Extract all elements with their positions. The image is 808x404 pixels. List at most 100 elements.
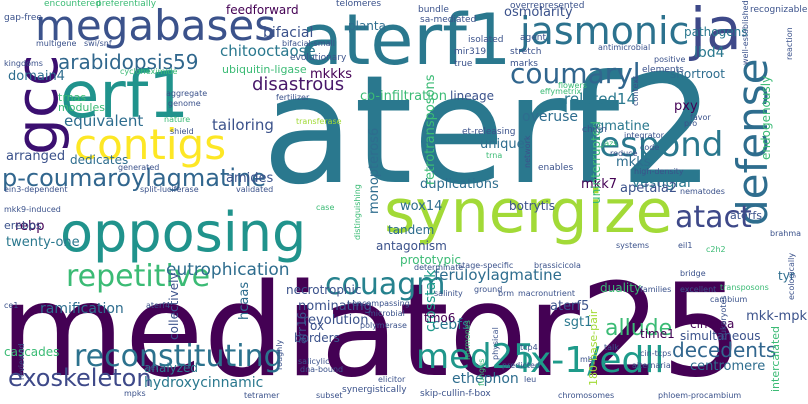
word-planta: planta <box>348 19 386 33</box>
word-et-releasing: et-releasing <box>462 127 516 137</box>
word-bifacial: bifacial <box>263 25 314 41</box>
word-agent: agent <box>520 33 546 43</box>
word-split-luciferase: split-luciferase <box>140 185 199 194</box>
word-nominating: nominating <box>298 299 372 314</box>
word-coumaryl: coumaryl <box>510 57 641 90</box>
word-synergize: synergize <box>384 177 673 247</box>
word-monopteros6: monopteros6 <box>367 127 382 214</box>
word-mkks: mkks <box>616 155 651 170</box>
word-intercalated: intercalated <box>769 325 782 392</box>
word-chromosomes: chromosomes <box>558 391 615 400</box>
word-synergistically: synergistically <box>342 385 407 395</box>
word-aterf5: aterf5 <box>550 299 590 314</box>
word-twenty-one: twenty-one <box>6 235 80 250</box>
word-allude: allude <box>605 316 673 341</box>
word-phloem-procambium: phloem-procambium <box>658 391 742 400</box>
word-wox14: wox14 <box>400 199 443 214</box>
word-cebfs: cebfs <box>432 317 470 333</box>
word-antimicrobial: antimicrobial <box>598 43 651 52</box>
word-polymerase: polymerase <box>360 321 407 330</box>
word-feedforward: feedforward <box>226 3 299 17</box>
word-osmolarity: osmolarity <box>504 5 573 20</box>
word-network: network <box>523 135 532 169</box>
word-ce1: ce1 <box>4 301 19 310</box>
word-tyr: tyr <box>778 269 795 283</box>
word-eil1: eil1 <box>678 241 693 250</box>
word-dna-bound: dna-bound <box>300 365 344 374</box>
word-distinguishing: distinguishing <box>353 184 362 240</box>
word-nature: nature <box>164 115 191 124</box>
word-megabases: megabases <box>35 1 277 50</box>
word-elicitor: elicitor <box>378 375 406 384</box>
word-context: context <box>631 75 640 106</box>
word-apetala2: apetala2 <box>620 181 678 196</box>
word-180-base-pair: 180-base-pair <box>587 309 600 386</box>
word-mir319: mir319 <box>454 47 487 57</box>
word-ubiquitin-ligase: ubiquitin-ligase <box>222 63 307 76</box>
word-roughly: roughly <box>275 339 284 370</box>
word-flowers: flowers <box>558 81 587 90</box>
word-encompassing: encompassing <box>352 299 410 308</box>
word-overrepresented: overrepresented <box>510 1 585 11</box>
word-salinity: salinity <box>434 289 463 298</box>
word-tetramer: tetramer <box>244 391 280 400</box>
word-lbd4: lbd4 <box>694 45 725 61</box>
word-high-density: high-density <box>634 167 684 176</box>
word-equivalent: equivalent <box>64 112 144 130</box>
word-sgt1: sgt1 <box>564 315 593 330</box>
word-mkk-mpk: mkk-mpk <box>746 309 807 324</box>
word-effymetrix: effymetrix <box>540 87 582 96</box>
word-jasmonic: jasmonic <box>520 9 690 53</box>
word-elements: elements <box>642 65 684 75</box>
word-ein3-dependent: ein3-dependent <box>4 185 68 194</box>
word-related14: related14 <box>564 90 637 108</box>
word-preferentially: preferentially <box>96 0 157 9</box>
word-integrator: integrator <box>624 131 664 140</box>
word-modules: modules <box>58 101 105 114</box>
word-p-coumaroylagmatine: p-coumaroylagmatine <box>2 164 267 192</box>
word-decedents: decedents <box>672 338 777 362</box>
word-med25: med25 <box>416 337 535 377</box>
word-reaction: reaction <box>785 27 794 60</box>
word-simultaneous: simultaneous <box>680 329 761 343</box>
word-analyzed: analyzed <box>144 361 199 375</box>
word-encountered: encountered <box>44 0 101 9</box>
word-endogenously: endogenously <box>759 75 773 160</box>
word-aggregate: aggregate <box>166 89 208 98</box>
word-shield: shield <box>170 127 194 136</box>
word-fungus: fungus <box>477 358 486 386</box>
word-cascades: cascades <box>4 345 60 359</box>
word-salicylic: salicylic <box>298 357 330 366</box>
word-brassicicola: brassicicola <box>534 261 581 270</box>
word-telomeres: telomeres <box>336 0 382 9</box>
word-domain4: domain4 <box>8 69 65 84</box>
word-borders: borders <box>294 331 340 345</box>
word-ramification: ramification <box>40 301 124 317</box>
word-hydroxycinnamic: hydroxycinnamic <box>144 375 264 391</box>
word-lineage: lineage <box>450 89 495 103</box>
word-cinerea: cinerea <box>690 317 735 331</box>
word-physical: physical <box>491 327 500 360</box>
word-fertilizer: fertilizer <box>276 93 310 102</box>
word-bifacial-small: bifacial-small <box>282 39 335 48</box>
word-multigene: multigene <box>36 39 77 48</box>
word-mkkks: mkkks <box>310 67 353 82</box>
word-mb: mb <box>580 355 593 364</box>
word-aterf1: aterf1 <box>300 0 512 81</box>
word-reduce: reduce <box>610 149 638 158</box>
word-unique: unique <box>480 137 525 152</box>
word-duplications: duplications <box>420 177 499 192</box>
word-hcaas: hcaas <box>237 281 252 320</box>
word-prototypic: prototypic <box>400 253 462 267</box>
word-eukaryotes: eukaryotes <box>719 295 728 340</box>
word-positive: positive <box>654 55 686 64</box>
word-erebps: erebps <box>4 219 42 232</box>
word-aterfs: aterfs <box>730 209 762 222</box>
word-arabidopsis59: arabidopsis59 <box>58 50 199 74</box>
word-transferase: transferase <box>296 117 342 126</box>
word-microbial: microbial <box>368 309 405 318</box>
word-chitooctaose: chitooctaose <box>220 42 316 60</box>
word-exoskeleton: exoskeleton <box>8 364 152 392</box>
word-repetitive: repetitive <box>66 259 211 294</box>
